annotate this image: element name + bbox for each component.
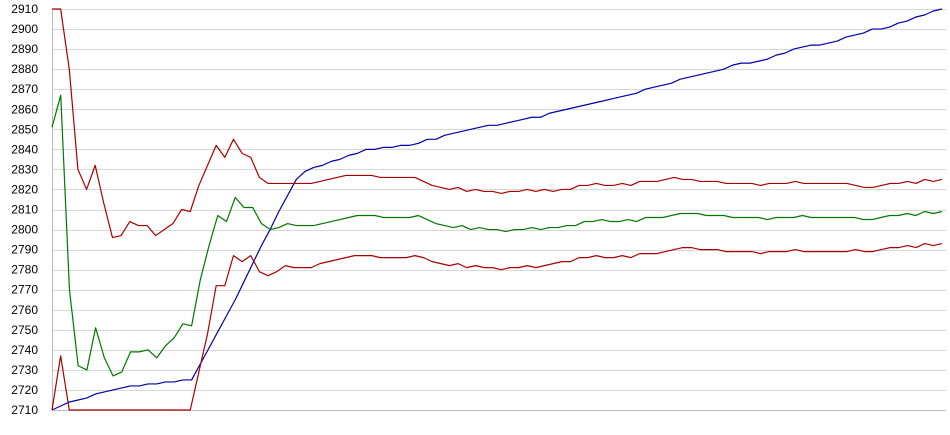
y-tick-label: 2800 [11, 223, 38, 237]
y-tick-label: 2830 [11, 162, 38, 176]
y-tick-label: 2810 [11, 203, 38, 217]
series-line-3 [51, 94, 943, 377]
y-axis-tick-labels: 2710 2720 2730 2740 2750 2760 2770 2780 2790 2800… [11, 2, 38, 417]
y-tick-label: 2730 [11, 363, 38, 377]
y-tick-label: 2890 [11, 42, 38, 56]
y-tick-label: 2710 [11, 403, 38, 417]
y-tick-label: 2740 [11, 343, 38, 357]
y-tick-label: 2750 [11, 323, 38, 337]
y-tick-label: 2880 [11, 62, 38, 76]
series-line-2 [52, 8, 943, 239]
y-tick-label: 2840 [11, 142, 38, 156]
y-tick-label: 2760 [11, 303, 38, 317]
y-tick-label: 2720 [11, 383, 38, 397]
series-lines [51, 8, 943, 411]
series-line-4 [51, 242, 943, 411]
y-tick-label: 2900 [11, 22, 38, 36]
y-tick-label: 2860 [11, 102, 38, 116]
y-tick-label: 2770 [11, 283, 38, 297]
axes [52, 9, 946, 411]
y-tick-label: 2910 [11, 2, 38, 16]
gridlines [52, 9, 946, 411]
y-tick-label: 2820 [11, 182, 38, 196]
y-tick-label: 2790 [11, 243, 38, 257]
y-tick-label: 2780 [11, 263, 38, 277]
y-tick-label: 2850 [11, 122, 38, 136]
y-tick-label: 2870 [11, 82, 38, 96]
